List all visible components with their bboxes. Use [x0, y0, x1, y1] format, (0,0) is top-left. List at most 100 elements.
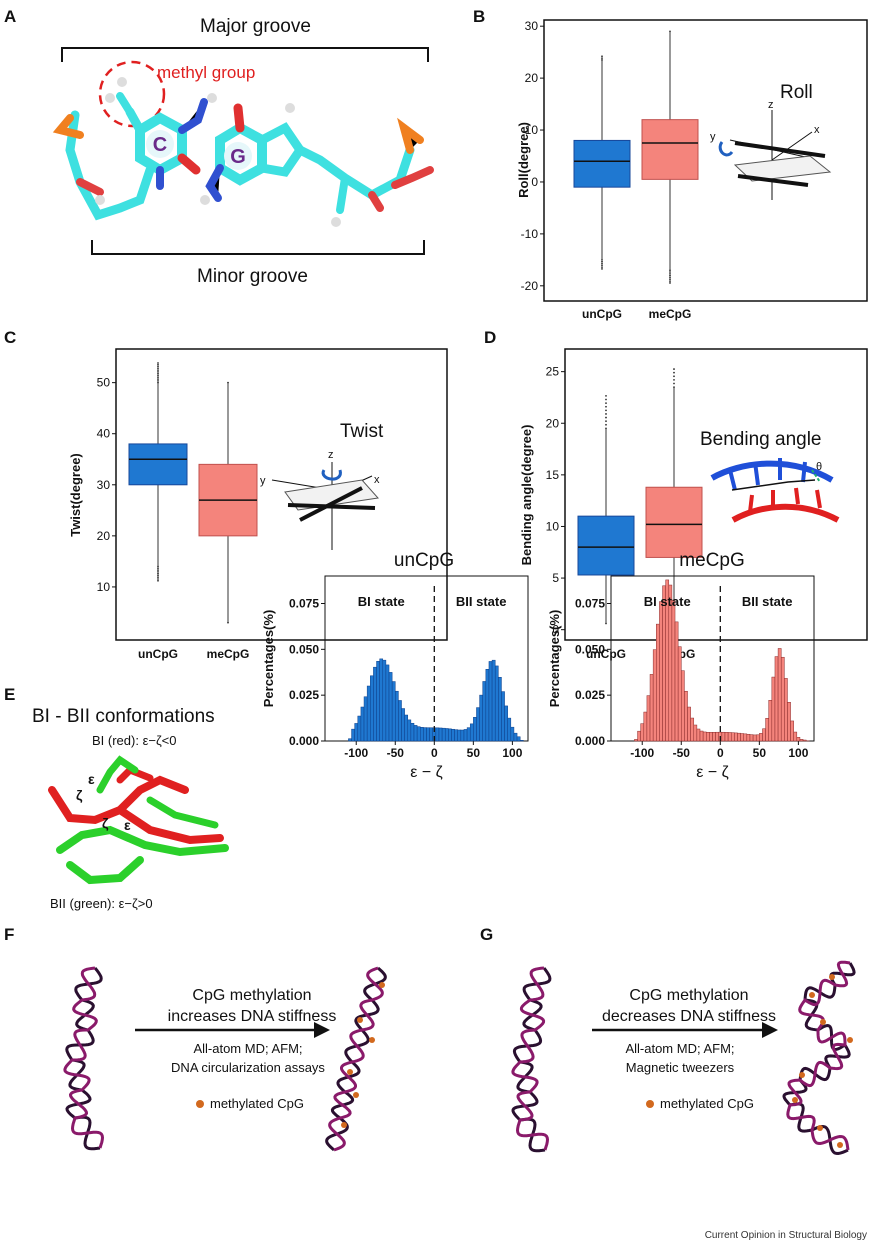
- hist-bar: [802, 739, 807, 742]
- outlier-point: [157, 372, 159, 375]
- hist-bar: [435, 727, 440, 742]
- methyl-circle: [98, 60, 166, 128]
- hist-bar: [351, 728, 355, 742]
- hist-bar: [649, 674, 654, 742]
- outlier-point: [673, 379, 675, 381]
- outlier-point: [601, 260, 603, 263]
- hist-title: unCpG: [394, 550, 454, 571]
- outlier-point: [605, 405, 607, 408]
- hist-bar: [762, 728, 766, 742]
- ytick-label: 50: [97, 376, 111, 390]
- hist-bar: [485, 669, 490, 742]
- ytick-label: 0.025: [289, 688, 319, 702]
- outlier-point: [157, 367, 159, 370]
- ytick-label: 10: [546, 519, 560, 533]
- outlier-point: [669, 269, 671, 272]
- outlier-point: [673, 368, 675, 370]
- bii-state-label: BII state: [742, 594, 793, 609]
- hist-bar: [519, 740, 524, 742]
- panel-e-structure: BI - BII conformations BI (red): ε−ζ<0 B…: [32, 706, 229, 911]
- outlier-point: [157, 570, 159, 573]
- outlier-point: [601, 57, 603, 60]
- hist-bar: [780, 656, 785, 742]
- zeta-label-1: ζ: [76, 787, 83, 803]
- f-line2: increases DNA stiffness: [168, 1008, 337, 1025]
- cytosine-molecule: C: [52, 77, 217, 221]
- dna-strand-dark: [325, 966, 387, 1152]
- hist-bar: [444, 728, 449, 742]
- ytick-label: -10: [521, 227, 539, 241]
- hist-bar: [360, 706, 365, 742]
- ytick-label: 30: [525, 19, 539, 33]
- twist-boxplot: 10 20 30 40 50: [97, 362, 258, 624]
- outlier-point: [157, 576, 159, 579]
- hist-ylabel: Percentages(%): [547, 610, 562, 708]
- outlier-point: [601, 266, 603, 269]
- hist-bar: [363, 696, 368, 742]
- hist-bar: [721, 731, 726, 742]
- hist-bar: [765, 718, 769, 742]
- hist-bar: [516, 736, 521, 742]
- box-unCpG: [573, 139, 631, 188]
- bii-state-label: BII state: [456, 594, 507, 609]
- hist-bar: [463, 729, 468, 742]
- hist-bar: [385, 664, 390, 742]
- panel-label-c: C: [4, 328, 16, 347]
- hist-bar: [684, 690, 688, 742]
- xtick-label: 50: [467, 746, 481, 760]
- hist-bar: [391, 681, 396, 742]
- outlier-point: [669, 30, 671, 33]
- bending-title: Bending angle: [700, 429, 822, 450]
- hist-bar: [494, 665, 499, 742]
- hist-bar: [709, 732, 713, 742]
- hist-bar: [438, 727, 443, 742]
- hist-bar: [724, 732, 729, 742]
- hist-bar: [681, 670, 685, 742]
- f-method2: DNA circularization assays: [171, 1060, 325, 1075]
- zeta-label-2: ζ: [102, 815, 109, 831]
- hist-xlabel: ε − ζ: [410, 764, 442, 781]
- g-legend: methylated CpG: [660, 1096, 754, 1111]
- outlier-point: [669, 272, 671, 275]
- g-method2: Magnetic tweezers: [626, 1060, 735, 1075]
- bi-state-label: BI state: [644, 594, 691, 609]
- hist-bar: [354, 723, 359, 742]
- outlier-point: [157, 574, 159, 577]
- hist-bar: [677, 646, 682, 742]
- roll-title: Roll: [780, 82, 813, 103]
- methyl-group-label: methyl group: [157, 63, 255, 82]
- ytick-label: 0.075: [289, 597, 319, 611]
- journal-credit: Current Opinion in Structural Biology: [705, 1230, 867, 1241]
- outlier-point: [157, 572, 159, 575]
- ytick-label: 20: [546, 416, 560, 430]
- hist-bar: [469, 723, 474, 742]
- bi-bii-title: BI - BII conformations: [32, 706, 215, 727]
- outlier-point: [157, 578, 159, 580]
- eps-label-2: ε: [124, 817, 131, 833]
- hist-bar: [752, 734, 757, 742]
- roll-axis-x: x: [814, 124, 820, 136]
- base-c-label: C: [153, 134, 167, 156]
- box-unCpG: [577, 515, 635, 576]
- bending-diagram: Bending angle θ: [700, 429, 840, 523]
- guanine-molecule: G: [200, 103, 434, 227]
- hist-bar: [398, 700, 402, 742]
- hist-bar: [426, 727, 430, 742]
- major-groove-bracket: [61, 47, 429, 62]
- outlier-point: [157, 567, 159, 570]
- twist-title: Twist: [340, 421, 384, 442]
- ytick-label: 15: [546, 468, 560, 482]
- ytick-label: 5: [552, 571, 559, 585]
- hist-bar: [643, 711, 648, 742]
- hist-bar: [410, 722, 415, 742]
- methylated-cpg-dot: [341, 1122, 347, 1128]
- base-g-label: G: [230, 146, 246, 168]
- hist-bar: [784, 678, 788, 742]
- outlier-point: [157, 579, 159, 582]
- outlier-point: [601, 262, 603, 265]
- dna-flexible-g: [782, 960, 856, 1156]
- roll-boxplot: -20 -10 0 10 20 30: [521, 19, 699, 293]
- outlier-point: [157, 363, 159, 366]
- methylated-cpg-dot: [357, 1017, 363, 1023]
- panel-f: CpG methylation increases DNA stiffness …: [63, 966, 387, 1152]
